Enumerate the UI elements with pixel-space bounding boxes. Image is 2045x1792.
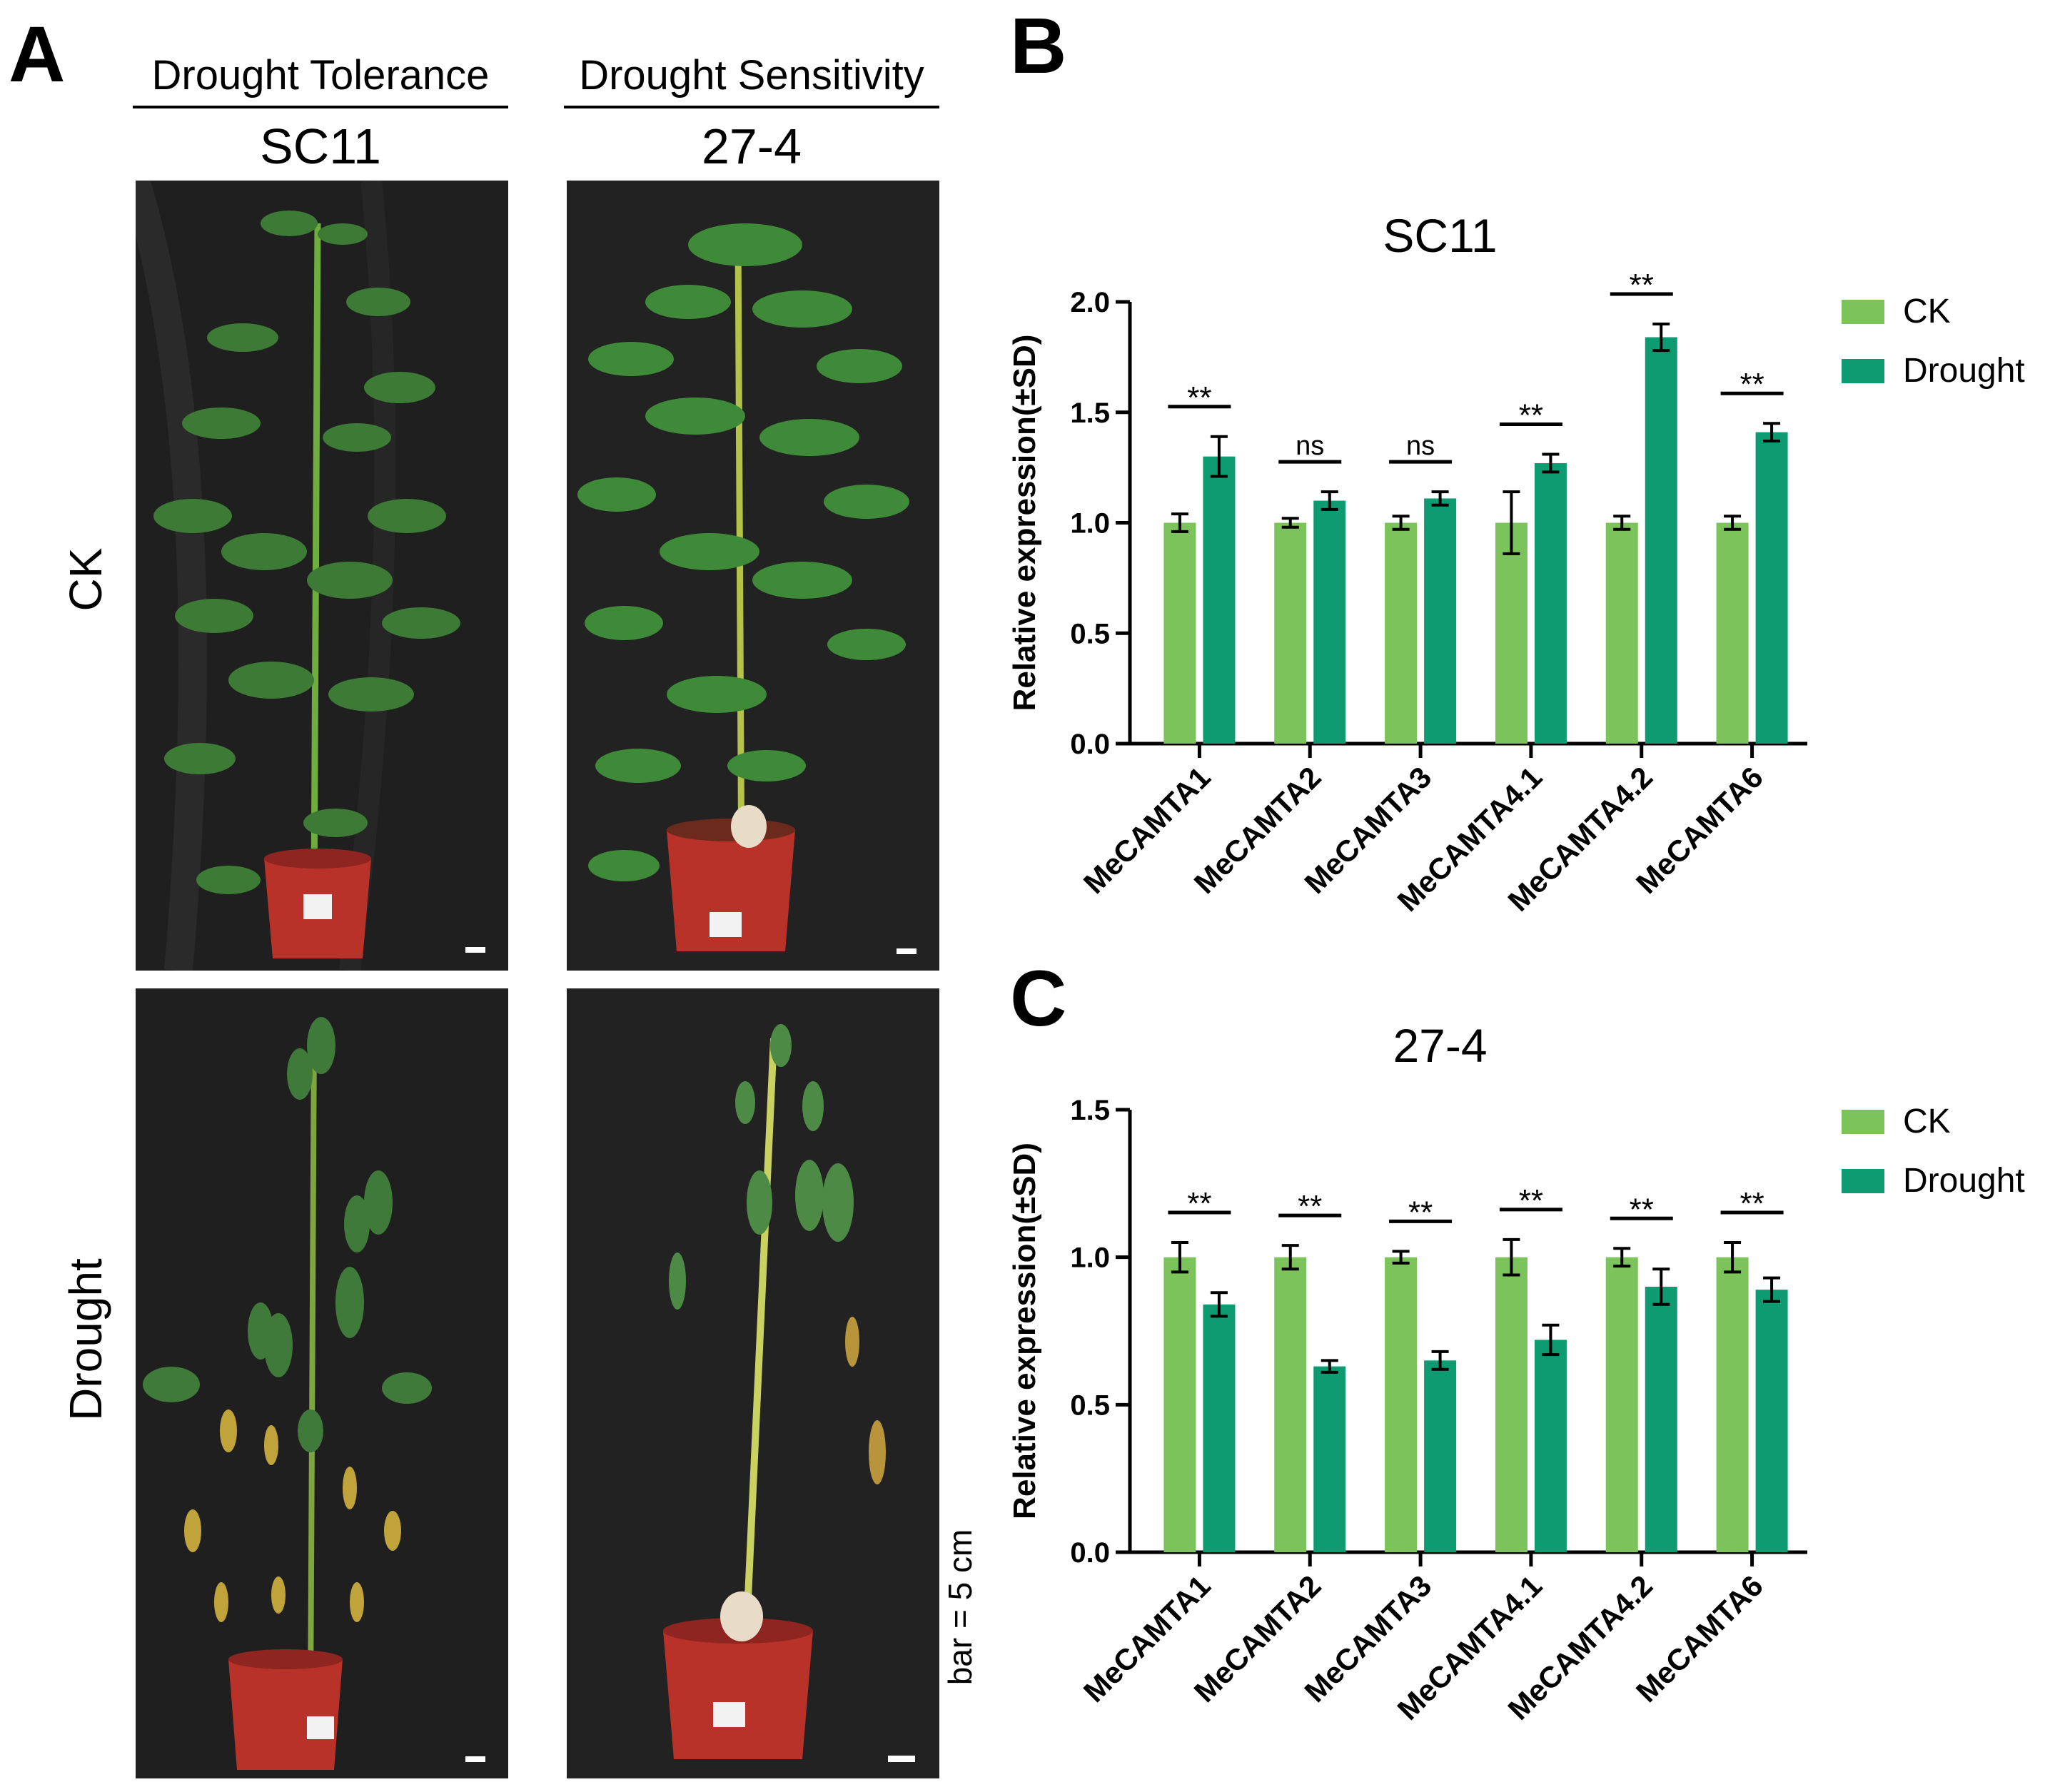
y-tick-label: 1.0	[1070, 1242, 1110, 1274]
legend-label-ck: CK	[1903, 293, 1951, 330]
cultivar-label-27-4: 27-4	[701, 118, 802, 174]
photo-sc11-ck	[136, 181, 508, 971]
bar-ck	[1495, 522, 1528, 744]
photo-27-4-ck	[567, 181, 939, 971]
bar-drought	[1313, 1366, 1346, 1552]
photo-27-4-drought	[567, 988, 939, 1778]
group-rule-sensitivity	[564, 106, 939, 108]
panel-a-label: A	[9, 11, 66, 98]
significance-label: **	[1630, 1192, 1654, 1227]
legend-swatch-ck	[1842, 300, 1884, 324]
panel-b-label: B	[1010, 2, 1067, 90]
row-label-drought: Drought	[60, 1258, 111, 1421]
significance-label: ns	[1296, 431, 1324, 461]
bar-drought	[1645, 337, 1677, 744]
bar-drought	[1203, 1304, 1236, 1552]
bar-ck	[1605, 1257, 1638, 1552]
bar-ck	[1163, 522, 1196, 744]
panel-c-label: C	[1010, 955, 1067, 1043]
chart-title: SC11	[1383, 209, 1497, 262]
significance-label: **	[1187, 1186, 1211, 1221]
chart-sc11: SC11 Relative expression(±SD) 0.0 0.5 1.0 1.5…	[1007, 209, 2025, 918]
bar-ck	[1605, 522, 1638, 744]
significance-label: **	[1408, 1195, 1433, 1230]
y-tick-label: 0.5	[1070, 618, 1110, 649]
significance-label: ns	[1406, 431, 1435, 461]
significance-label: **	[1739, 1186, 1764, 1221]
scale-bar-label: bar = 5 cm	[941, 1529, 979, 1686]
bar-drought	[1424, 1360, 1457, 1552]
legend-swatch-drought	[1842, 359, 1884, 383]
y-tick-label: 0.5	[1070, 1389, 1110, 1421]
legend-swatch-drought	[1842, 1169, 1884, 1193]
row-label-ck: CK	[60, 547, 111, 612]
significance-label: **	[1519, 1183, 1543, 1218]
bar-ck	[1274, 1257, 1307, 1552]
y-tick-label: 1.5	[1070, 1095, 1110, 1126]
group-heading-tolerance: Drought Tolerance	[151, 52, 490, 98]
legend-label-drought: Drought	[1903, 1162, 2025, 1200]
group-heading-sensitivity: Drought Sensitivity	[579, 52, 924, 98]
chart-27-4: 27-4 Relative expression(±SD) 0.0 0.5 1.0 1.5…	[1007, 1019, 2025, 1726]
bar-ck	[1716, 522, 1749, 744]
bar-ck	[1716, 1257, 1749, 1552]
significance-label: **	[1298, 1189, 1322, 1224]
cultivar-label-sc11: SC11	[260, 118, 381, 174]
bar-ck	[1495, 1257, 1528, 1552]
bar-drought	[1755, 1290, 1788, 1552]
legend-label-ck: CK	[1903, 1103, 1951, 1140]
bar-ck	[1385, 1257, 1418, 1552]
significance-label: **	[1187, 380, 1211, 415]
legend-swatch-ck	[1842, 1110, 1884, 1134]
bar-drought	[1645, 1287, 1677, 1552]
y-axis-label: Relative expression(±SD)	[1007, 1143, 1042, 1519]
y-tick-label: 0.0	[1070, 1537, 1110, 1569]
legend-label-drought: Drought	[1903, 352, 2025, 390]
bar-ck	[1274, 522, 1307, 744]
bar-ck	[1163, 1257, 1196, 1552]
chart-title: 27-4	[1393, 1019, 1487, 1072]
bar-drought	[1203, 456, 1236, 744]
bar-drought	[1534, 462, 1567, 744]
bar-ck	[1385, 522, 1418, 744]
group-rule-tolerance	[133, 106, 508, 108]
significance-label: **	[1519, 398, 1543, 433]
y-tick-label: 2.0	[1070, 287, 1110, 318]
bar-drought	[1313, 500, 1346, 744]
bar-drought	[1755, 432, 1788, 744]
y-tick-label: 1.5	[1070, 398, 1110, 429]
y-tick-label: 0.0	[1070, 729, 1110, 760]
bar-drought	[1424, 498, 1457, 744]
significance-label: **	[1630, 268, 1654, 303]
bar-drought	[1534, 1340, 1567, 1552]
photo-sc11-drought	[136, 988, 508, 1778]
y-axis-label: Relative expression(±SD)	[1007, 335, 1042, 712]
y-tick-label: 1.0	[1070, 508, 1110, 540]
significance-label: **	[1739, 367, 1764, 402]
